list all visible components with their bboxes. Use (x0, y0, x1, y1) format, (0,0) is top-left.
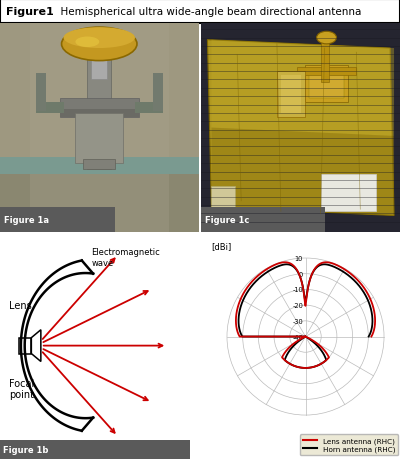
Bar (76, 114, 123, 164)
Bar (320, 174, 376, 212)
Text: [dBi]: [dBi] (211, 242, 231, 251)
Bar (281, 76, 301, 114)
Polygon shape (212, 128, 394, 216)
Text: Focal
point: Focal point (10, 378, 35, 400)
Bar (87, 55, 111, 170)
Bar (30, 24, 169, 233)
Bar (305, 66, 348, 103)
Text: Figure 1a: Figure 1a (4, 216, 49, 224)
Bar (0, 440, 190, 459)
Ellipse shape (76, 38, 99, 48)
Bar (202, 207, 324, 233)
Bar (277, 72, 305, 118)
Text: Hemispherical ultra wide-angle beam directional antenna: Hemispherical ultra wide-angle beam dire… (54, 7, 361, 17)
Bar (0, 207, 115, 233)
Text: Figure 1c: Figure 1c (206, 216, 250, 224)
Ellipse shape (64, 28, 135, 49)
Text: Lens: Lens (10, 300, 32, 310)
Bar (297, 68, 356, 76)
Bar (83, 160, 115, 170)
Bar (135, 103, 163, 114)
Bar (36, 103, 64, 114)
Polygon shape (31, 330, 41, 362)
Bar (309, 70, 344, 99)
Bar (0, 157, 198, 174)
Bar (153, 74, 163, 112)
Bar (320, 40, 328, 82)
Polygon shape (212, 40, 394, 137)
Bar (19, 338, 31, 354)
Text: Electromagnetic
wave: Electromagnetic wave (91, 248, 160, 267)
Legend: Lens antenna (RHC), Horn antenna (RHC): Lens antenna (RHC), Horn antenna (RHC) (300, 434, 398, 455)
Ellipse shape (62, 28, 137, 62)
Bar (60, 110, 139, 118)
Bar (212, 187, 235, 212)
Bar (60, 99, 139, 118)
Bar (91, 49, 107, 80)
Bar (0, 170, 198, 233)
Bar (36, 74, 46, 112)
Text: Figure 1b: Figure 1b (3, 445, 48, 454)
Text: Figure1: Figure1 (6, 7, 54, 17)
Polygon shape (208, 40, 394, 216)
Ellipse shape (317, 32, 336, 45)
